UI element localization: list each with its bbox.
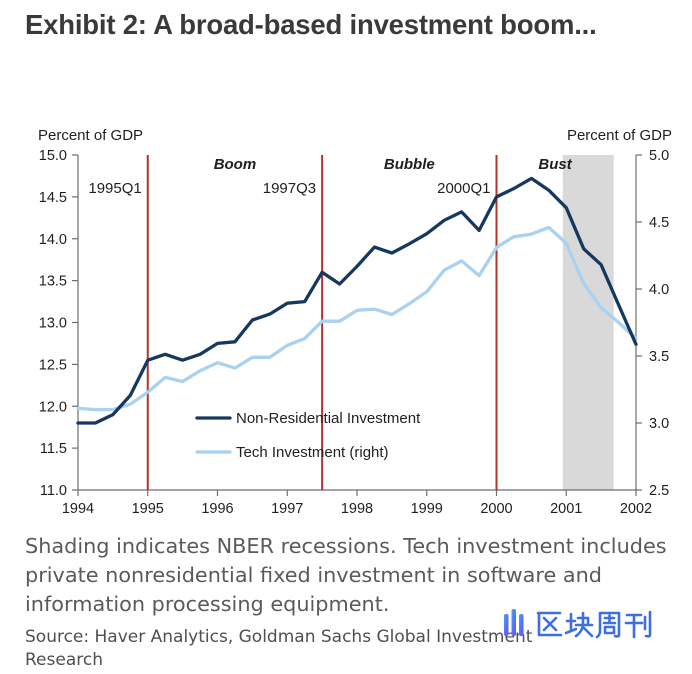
source-line: Research (25, 650, 103, 670)
legend: Non-Residential Investment Tech Investmen… (195, 410, 421, 461)
x-tick-label: 1999 (411, 501, 443, 517)
series-lines (76, 176, 638, 425)
left-tick-label: 12.0 (39, 399, 67, 415)
source-note: Source: Haver Analytics, Goldman Sachs G… (25, 626, 532, 672)
event-label: 1995Q1 (88, 180, 141, 197)
event-label: 1997Q3 (263, 180, 316, 197)
right-tick-label: 4.0 (649, 282, 669, 298)
left-tick-label: 12.5 (39, 357, 67, 373)
x-tick-label: 2000 (480, 501, 512, 517)
event-markers: 1995Q1 1997Q3 2000Q1 (88, 155, 498, 490)
line-chart: 11.0 11.5 12.0 12.5 13.0 13.5 14.0 14.5 15.0 2.5 3… (38, 127, 672, 517)
right-tick-label: 5.0 (649, 148, 669, 164)
left-tick-label: 15.0 (39, 148, 67, 164)
phase-label: Boom (214, 156, 257, 173)
left-tick-label: 11.5 (40, 441, 67, 457)
phase-label: Bust (538, 156, 572, 173)
right-tick-label: 3.0 (649, 416, 669, 432)
x-tick-label: 1998 (341, 501, 373, 517)
left-tick-label: 14.0 (39, 232, 67, 248)
left-tick-label: 13.0 (39, 316, 67, 332)
phase-label: Bubble (384, 156, 435, 173)
right-axis-title: Percent of GDP (567, 127, 672, 144)
chart-caption: Shading indicates NBER recessions. Tech … (25, 532, 667, 619)
event-label: 2000Q1 (437, 180, 490, 197)
phase-labels: Boom Bubble Bust (214, 156, 573, 173)
x-tick-label: 2002 (620, 501, 652, 517)
legend-label: Non-Residential Investment (236, 410, 421, 427)
right-tick-label: 4.5 (649, 215, 669, 231)
axes (77, 155, 637, 491)
left-axis-title: Percent of GDP (38, 127, 143, 144)
left-tick-label: 11.0 (40, 483, 67, 499)
left-tick-label: 13.5 (39, 274, 67, 290)
series-line-tech-investment (76, 225, 638, 412)
right-tick-label: 3.5 (649, 349, 669, 365)
x-tick-label: 1995 (132, 501, 164, 517)
recession-band (562, 155, 614, 490)
source-line: Source: Haver Analytics, Goldman Sachs G… (25, 627, 533, 647)
legend-label: Tech Investment (right) (236, 444, 389, 461)
x-tick-label: 1996 (201, 501, 233, 517)
caption-line: Shading indicates NBER recessions. Tech … (25, 534, 667, 558)
left-tick-label: 14.5 (39, 190, 67, 206)
series-line-non-residential-investment (76, 176, 638, 425)
x-tick-label: 2001 (550, 501, 582, 517)
recession-shading (562, 155, 614, 490)
caption-line: private nonresidential fixed investment … (25, 563, 603, 587)
tick-labels: 11.0 11.5 12.0 12.5 13.0 13.5 14.0 14.5 15.0 2.5 3… (39, 148, 669, 517)
x-tick-label: 1997 (271, 501, 303, 517)
caption-line: information processing equipment. (25, 592, 390, 616)
chart-title: Exhibit 2: A broad-based investment boom… (25, 9, 597, 40)
x-tick-label: 1994 (62, 501, 94, 517)
right-tick-label: 2.5 (649, 483, 669, 499)
